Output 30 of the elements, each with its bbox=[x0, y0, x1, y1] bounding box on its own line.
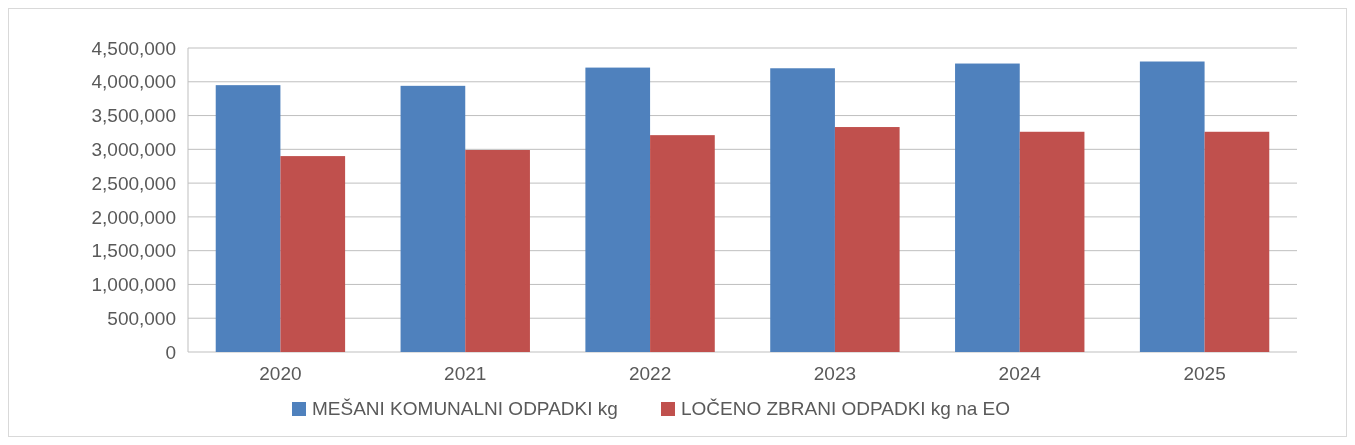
bar bbox=[955, 63, 1020, 352]
x-tick-label: 2024 bbox=[998, 363, 1042, 384]
bar bbox=[400, 85, 466, 352]
y-tick-label: 2,000,000 bbox=[91, 206, 176, 228]
x-tick-label: 2020 bbox=[259, 363, 302, 384]
y-tick-label: 1,000,000 bbox=[91, 274, 176, 296]
bar bbox=[215, 85, 281, 352]
y-tick-label: 3,000,000 bbox=[91, 138, 176, 160]
bar bbox=[465, 150, 530, 352]
bar bbox=[1019, 131, 1085, 352]
y-tick-label: 4,500,000 bbox=[91, 37, 176, 59]
y-tick-label: 4,000,000 bbox=[91, 71, 176, 93]
bar bbox=[834, 127, 900, 352]
legend-label: LOČENO ZBRANI ODPADKI kg na EO bbox=[681, 398, 1011, 419]
legend-label: MEŠANI KOMUNALNI ODPADKI kg bbox=[312, 398, 618, 419]
x-tick-label: 2022 bbox=[628, 363, 672, 384]
bar bbox=[650, 135, 715, 352]
x-tick-label: 2025 bbox=[1183, 363, 1226, 384]
y-tick-label: 0 bbox=[165, 341, 176, 363]
y-tick-label: 1,500,000 bbox=[91, 240, 176, 262]
x-tick-label: 2021 bbox=[444, 363, 487, 384]
bar bbox=[1139, 61, 1205, 352]
bar bbox=[280, 156, 346, 352]
y-tick-label: 2,500,000 bbox=[91, 172, 176, 194]
y-tick-label: 500,000 bbox=[107, 307, 176, 329]
y-tick-label: 3,500,000 bbox=[91, 105, 176, 127]
bar bbox=[770, 68, 835, 352]
bar bbox=[1204, 131, 1270, 352]
bar bbox=[585, 67, 651, 352]
x-tick-label: 2023 bbox=[813, 363, 857, 384]
